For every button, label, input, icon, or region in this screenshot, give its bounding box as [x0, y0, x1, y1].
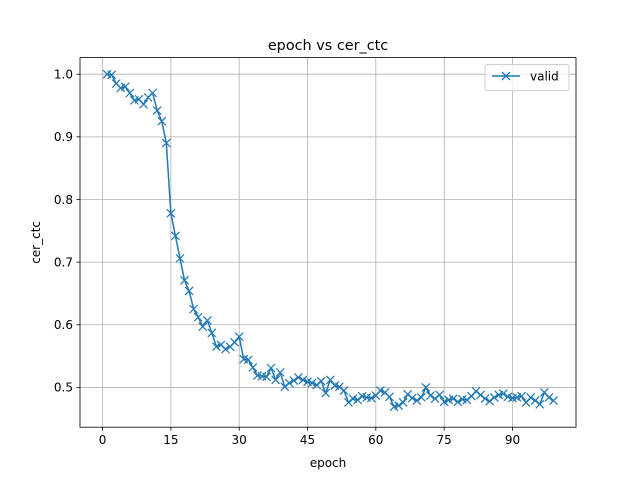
data-point [307, 378, 317, 388]
data-point [439, 397, 449, 407]
y-tick-label: 0.7 [54, 255, 73, 269]
data-point [398, 398, 408, 407]
data-point [426, 391, 435, 400]
data-point [266, 363, 276, 373]
x-tick-label: 0 [99, 433, 107, 447]
data-point [221, 344, 230, 354]
data-point [275, 367, 285, 377]
data-point [120, 82, 130, 92]
data-point [243, 355, 253, 365]
data-point [448, 394, 458, 404]
legend-marker [501, 71, 511, 81]
data-point [549, 396, 558, 406]
y-tick-label: 0.8 [54, 193, 73, 207]
data-point [175, 253, 185, 263]
data-point [202, 315, 212, 325]
data-point [412, 396, 422, 406]
data-point [184, 286, 194, 296]
data-point [271, 375, 281, 385]
data-point [180, 275, 189, 285]
data-point [339, 386, 349, 395]
data-point [262, 372, 271, 382]
data-point [293, 372, 303, 382]
x-tick-label: 30 [232, 433, 247, 447]
data-point [248, 362, 258, 372]
data-point [480, 394, 490, 404]
y-tick-label: 0.9 [54, 130, 73, 144]
data-point [453, 397, 463, 407]
data-point [416, 393, 426, 402]
data-point [170, 231, 180, 241]
data-point [535, 399, 545, 409]
data-point [435, 390, 445, 400]
chart-title: epoch vs cer_ctc [268, 38, 388, 54]
x-axis-ticks: 0 15 30 45 60 75 90 [99, 427, 520, 447]
data-point [161, 138, 171, 148]
y-tick-label: 0.5 [54, 381, 73, 395]
data-point [234, 332, 244, 342]
x-tick-label: 75 [437, 433, 452, 447]
data-point [316, 376, 326, 386]
x-tick-label: 15 [163, 433, 178, 447]
data-point [325, 375, 335, 385]
data-point [526, 393, 536, 402]
data-point [230, 337, 240, 347]
plot-frame [79, 57, 577, 428]
y-axis-ticks: 0.5 0.6 0.7 0.8 0.9 1.0 [54, 68, 80, 395]
data-point [189, 304, 199, 314]
data-point [375, 386, 385, 395]
data-point [148, 88, 158, 98]
data-point [489, 393, 499, 402]
y-axis-label: cer_ctc [29, 221, 43, 264]
data-point [544, 393, 554, 402]
x-axis-label: epoch [310, 456, 347, 470]
data-point [107, 70, 117, 80]
legend[interactable]: valid [484, 64, 570, 92]
data-point [289, 376, 299, 385]
data-point [321, 388, 331, 398]
data-point [211, 342, 221, 352]
y-tick-label: 1.0 [54, 68, 73, 82]
data-point [421, 382, 431, 392]
data-point [517, 391, 526, 401]
data-point [139, 99, 148, 109]
data-point [407, 393, 417, 403]
series-layer [102, 69, 558, 412]
data-point [157, 116, 167, 126]
y-tick-label: 0.6 [54, 318, 73, 332]
x-tick-label: 90 [505, 433, 520, 447]
data-point [385, 392, 394, 402]
data-point [207, 328, 217, 338]
data-point [394, 401, 404, 411]
grid [80, 57, 576, 428]
data-point [498, 389, 508, 399]
data-point [152, 106, 162, 115]
data-point [198, 322, 208, 332]
data-point [193, 312, 203, 322]
data-point [125, 88, 135, 98]
data-point [166, 208, 176, 218]
data-point [366, 393, 376, 403]
legend-box [484, 64, 570, 92]
x-tick-label: 45 [300, 433, 315, 447]
data-point [298, 375, 308, 385]
data-point [284, 378, 294, 388]
x-tick-label: 60 [368, 433, 383, 447]
legend-label: valid [530, 70, 559, 84]
